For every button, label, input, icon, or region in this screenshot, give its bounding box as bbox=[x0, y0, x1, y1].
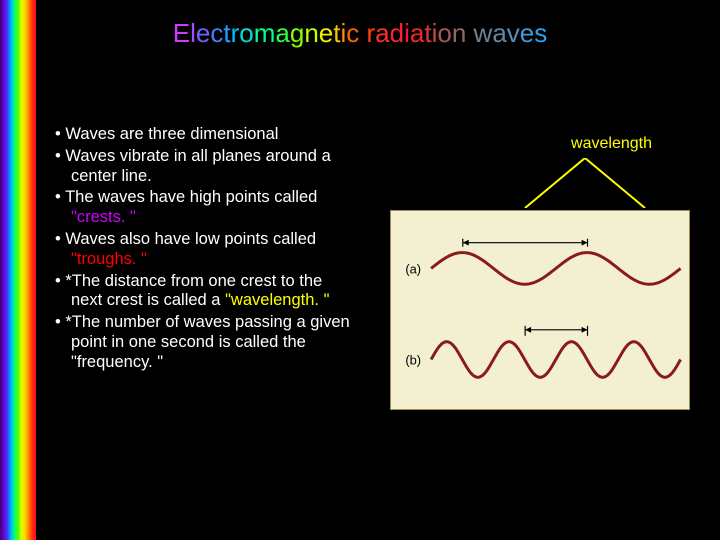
list-item: Waves vibrate in all planes around a cen… bbox=[55, 147, 355, 187]
svg-text:(a): (a) bbox=[405, 261, 421, 276]
spectrum-sidebar bbox=[0, 0, 36, 540]
bullet-list: Waves are three dimensionalWaves vibrate… bbox=[55, 125, 355, 375]
list-item: The waves have high points called "crest… bbox=[55, 188, 355, 228]
svg-text:(b): (b) bbox=[405, 352, 421, 367]
wavelength-pointer-lines bbox=[505, 158, 665, 208]
list-item: *The number of waves passing a given poi… bbox=[55, 313, 355, 372]
wavelength-label: wavelength bbox=[571, 135, 652, 153]
list-item: Waves are three dimensional bbox=[55, 125, 355, 145]
page-title: Electromagnetic radiation waves bbox=[0, 18, 720, 49]
list-item: Waves also have low points called "troug… bbox=[55, 230, 355, 270]
wave-diagram: (a) (b) bbox=[390, 210, 690, 410]
list-item: *The distance from one crest to the next… bbox=[55, 272, 355, 312]
